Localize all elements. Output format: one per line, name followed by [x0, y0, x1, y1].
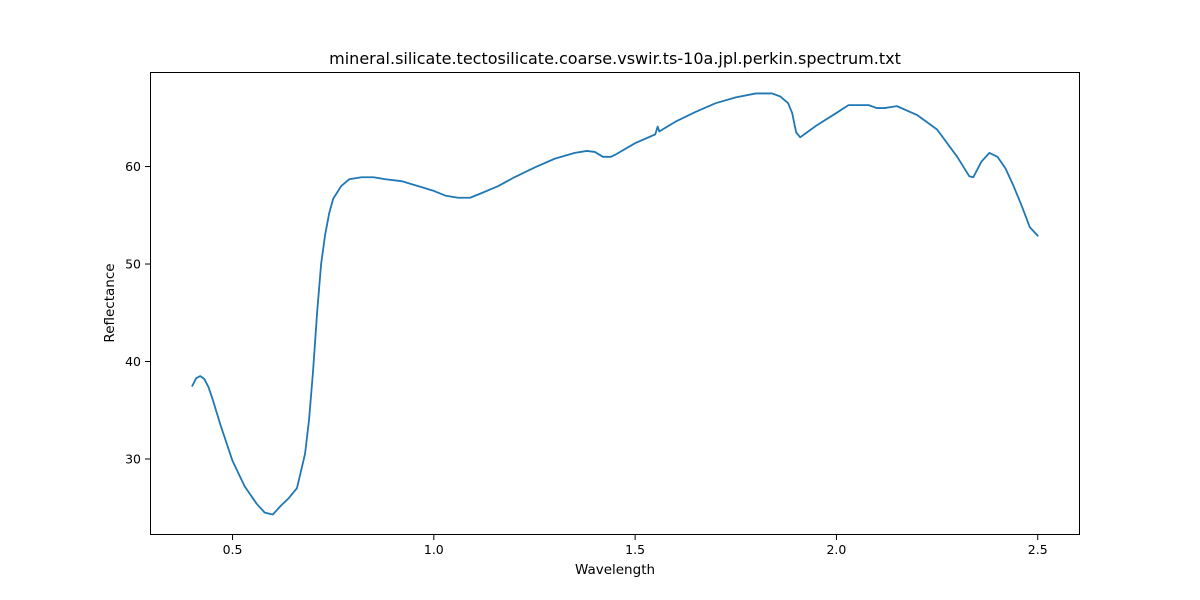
- x-tick-label: 2.0: [826, 542, 846, 557]
- series-line-0: [191, 92, 1039, 516]
- x-tick-label: 1.0: [424, 542, 444, 557]
- y-tick-label: 60: [125, 159, 141, 174]
- x-tick-label: 0.5: [223, 542, 243, 557]
- y-tick-label: 50: [125, 257, 141, 272]
- x-tick-label: 1.5: [625, 542, 645, 557]
- y-axis: 30 40 50 60: [125, 159, 150, 466]
- series-layer: [191, 92, 1039, 516]
- y-axis-label: Reflectance: [102, 263, 118, 342]
- chart-title: mineral.silicate.tectosilicate.coarse.vs…: [329, 49, 901, 68]
- x-axis-label: Wavelength: [575, 562, 655, 578]
- plot-frame: [150, 72, 1080, 535]
- x-axis: 0.5 1.0 1.5 2.0 2.5: [223, 535, 1048, 557]
- x-tick-label: 2.5: [1028, 542, 1048, 557]
- y-tick-label: 30: [125, 451, 141, 466]
- y-tick-label: 40: [125, 354, 141, 369]
